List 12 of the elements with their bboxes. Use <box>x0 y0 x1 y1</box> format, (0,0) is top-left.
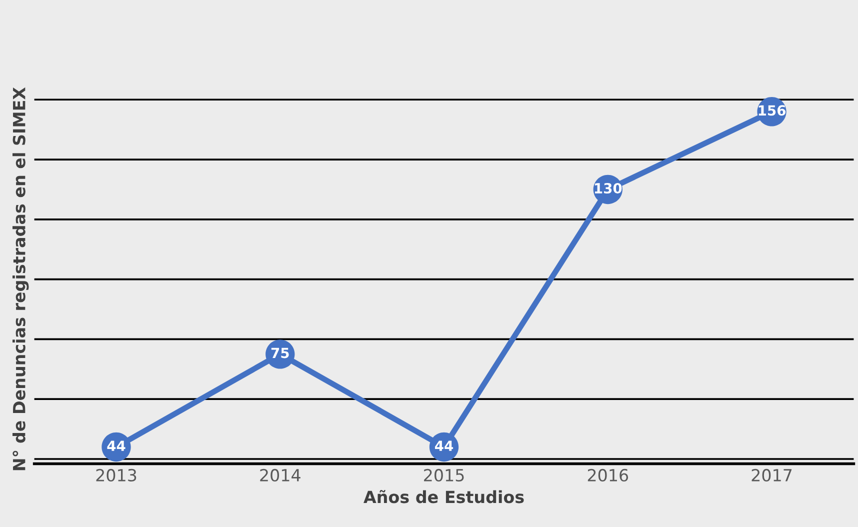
data-label: 44 <box>107 440 126 451</box>
x-tick-label: 2015 <box>424 468 464 482</box>
x-tick-label: 2013 <box>96 468 136 482</box>
y-axis-title: N° de Denuncias registradas en el SIMEX <box>12 87 29 470</box>
x-tick-label: 2014 <box>260 468 300 482</box>
data-label: 156 <box>758 105 786 116</box>
data-label: 130 <box>594 183 622 194</box>
x-axis-title: Años de Estudios <box>364 490 524 504</box>
x-tick-label: 2016 <box>588 468 628 482</box>
x-tick-label: 2017 <box>752 468 792 482</box>
data-label: 44 <box>434 440 454 451</box>
data-label: 75 <box>271 348 289 358</box>
